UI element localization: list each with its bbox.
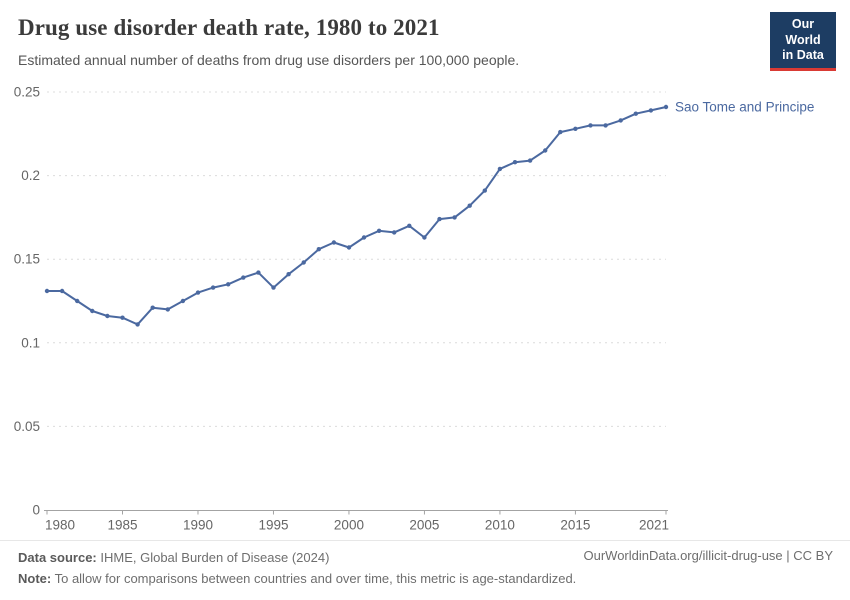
- data-point-marker: [603, 123, 608, 128]
- data-point-marker: [452, 215, 457, 220]
- x-axis-tick-label: 2021: [639, 518, 669, 533]
- data-point-marker: [210, 285, 216, 290]
- data-point-marker: [376, 228, 382, 233]
- data-point-marker: [467, 203, 472, 208]
- x-axis-tick-label: 2000: [334, 518, 364, 533]
- data-point-marker: [165, 307, 170, 312]
- data-point-marker: [633, 111, 638, 116]
- x-axis-tick-label: 1995: [258, 518, 288, 533]
- page-title: Drug use disorder death rate, 1980 to 20…: [18, 15, 440, 40]
- footer-notes: Data source: IHME, Global Burden of Dise…: [18, 547, 576, 589]
- owid-logo-line2: in Data: [782, 48, 824, 63]
- datasource-text: IHME, Global Burden of Disease (2024): [96, 550, 330, 565]
- data-point-marker: [120, 315, 125, 320]
- data-point-marker: [482, 188, 487, 193]
- x-axis-tick-label: 2015: [560, 518, 590, 533]
- data-point-marker: [271, 285, 276, 290]
- data-point-marker: [90, 308, 95, 314]
- data-point-marker: [195, 290, 201, 295]
- data-point-marker: [422, 235, 427, 240]
- y-axis-tick-label: 0.25: [14, 85, 40, 100]
- data-point-marker: [226, 282, 231, 287]
- y-axis-tick-label: 0: [32, 503, 40, 518]
- data-point-marker: [150, 305, 155, 310]
- y-axis-tick-label: 0.1: [21, 335, 40, 350]
- data-point-marker: [437, 216, 442, 222]
- data-point-marker: [527, 158, 533, 163]
- data-point-marker: [392, 230, 397, 235]
- datasource-line: Data source: IHME, Global Burden of Dise…: [18, 547, 576, 568]
- data-point-marker: [75, 298, 80, 304]
- note-line: Note: To allow for comparisons between c…: [18, 568, 576, 589]
- data-point-marker: [648, 108, 654, 113]
- data-point-marker: [44, 288, 50, 294]
- owid-logo-line1: Our World: [785, 17, 821, 47]
- page-subtitle: Estimated annual number of deaths from d…: [18, 52, 520, 68]
- data-point-marker: [512, 160, 518, 165]
- data-point-marker: [497, 166, 503, 172]
- data-point-marker: [301, 260, 306, 265]
- series-end-label: Sao Tome and Principe: [675, 100, 814, 115]
- data-point-marker: [59, 288, 65, 294]
- x-axis-tick-label: 1985: [107, 518, 137, 533]
- y-axis-tick-label: 0.05: [14, 419, 40, 434]
- y-axis-tick-label: 0.2: [21, 168, 40, 183]
- data-point-marker: [331, 240, 337, 245]
- x-axis-tick-label: 2005: [409, 518, 439, 533]
- data-point-marker: [663, 104, 669, 110]
- data-point-marker: [543, 148, 548, 153]
- datasource-label: Data source:: [18, 550, 97, 565]
- data-point-marker: [588, 123, 593, 128]
- footer-link: OurWorldinData.org/illicit-drug-use | CC…: [583, 548, 834, 563]
- data-point-marker: [618, 118, 623, 123]
- data-point-marker: [286, 272, 291, 277]
- data-point-marker: [573, 126, 578, 131]
- data-point-marker: [316, 247, 321, 252]
- data-point-marker: [241, 275, 246, 280]
- data-point-marker: [135, 322, 140, 327]
- data-point-marker: [558, 129, 563, 135]
- x-axis-tick-label: 1980: [45, 518, 75, 533]
- data-point-marker: [407, 223, 412, 228]
- x-axis-tick-label: 2010: [485, 518, 515, 533]
- x-axis-tick-label: 1990: [183, 518, 213, 533]
- data-point-marker: [346, 245, 352, 250]
- footer-divider: [0, 540, 850, 541]
- owid-logo: Our World in Data: [770, 12, 836, 71]
- note-label: Note:: [18, 571, 52, 586]
- data-point-marker: [361, 235, 367, 240]
- data-point-marker: [105, 313, 110, 319]
- data-series-line: [46, 106, 667, 326]
- data-point-marker: [180, 298, 186, 304]
- y-axis-tick-label: 0.15: [14, 252, 40, 267]
- data-point-marker: [256, 270, 261, 275]
- note-text: To allow for comparisons between countri…: [51, 571, 577, 586]
